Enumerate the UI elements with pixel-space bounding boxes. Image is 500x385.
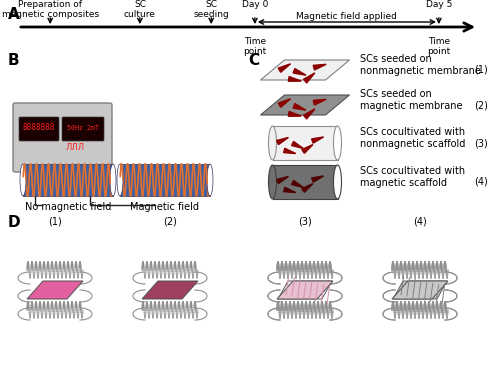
- Text: SCs cocultivated with
nonmagnetic scaffold: SCs cocultivated with nonmagnetic scaffo…: [360, 127, 466, 149]
- Text: (4): (4): [413, 217, 427, 227]
- Polygon shape: [276, 176, 288, 184]
- Polygon shape: [40, 285, 50, 291]
- Text: A: A: [8, 7, 20, 22]
- Polygon shape: [302, 144, 313, 153]
- Text: (1): (1): [48, 217, 62, 227]
- Polygon shape: [392, 281, 448, 299]
- Polygon shape: [260, 60, 350, 80]
- Polygon shape: [154, 285, 165, 291]
- Text: SCs seeded on
magnetic membrane: SCs seeded on magnetic membrane: [360, 89, 462, 111]
- Text: Time
point: Time point: [244, 37, 266, 56]
- Text: No magnetic field: No magnetic field: [25, 202, 111, 212]
- Text: Preparation of
magnetic composites: Preparation of magnetic composites: [2, 0, 99, 19]
- Polygon shape: [292, 181, 304, 187]
- Text: B: B: [8, 53, 20, 68]
- Text: C: C: [248, 53, 259, 68]
- Polygon shape: [420, 289, 430, 293]
- Text: 50Hz 2mT: 50Hz 2mT: [67, 125, 99, 131]
- Polygon shape: [288, 112, 302, 116]
- Polygon shape: [180, 283, 190, 289]
- Text: SC
seeding: SC seeding: [194, 0, 229, 19]
- Polygon shape: [313, 99, 326, 105]
- Polygon shape: [290, 285, 300, 291]
- Text: 8888888: 8888888: [23, 124, 55, 132]
- Polygon shape: [430, 283, 440, 289]
- Polygon shape: [284, 187, 296, 192]
- Polygon shape: [306, 289, 314, 293]
- Polygon shape: [314, 284, 323, 290]
- Polygon shape: [54, 290, 65, 295]
- Polygon shape: [23, 164, 113, 196]
- Polygon shape: [277, 281, 333, 299]
- Polygon shape: [312, 176, 324, 182]
- Polygon shape: [430, 284, 438, 290]
- Text: ЛЛЛ: ЛЛЛ: [66, 143, 84, 152]
- Ellipse shape: [334, 165, 342, 199]
- Text: (3): (3): [298, 217, 312, 227]
- Polygon shape: [304, 109, 315, 119]
- Ellipse shape: [334, 126, 342, 160]
- Text: Magnetic field: Magnetic field: [130, 202, 200, 212]
- Polygon shape: [272, 126, 338, 160]
- Polygon shape: [288, 77, 302, 81]
- Text: Day 5: Day 5: [426, 0, 452, 9]
- Polygon shape: [408, 286, 416, 291]
- Polygon shape: [260, 95, 350, 115]
- Text: (1): (1): [474, 65, 488, 75]
- Ellipse shape: [20, 164, 26, 196]
- Text: D: D: [8, 215, 20, 230]
- Text: (2): (2): [474, 100, 488, 110]
- Polygon shape: [64, 283, 74, 289]
- Polygon shape: [142, 281, 198, 299]
- Text: (4): (4): [474, 177, 488, 187]
- Text: SCs seeded on
nonmagnetic membrane: SCs seeded on nonmagnetic membrane: [360, 54, 481, 76]
- Polygon shape: [420, 290, 430, 295]
- Polygon shape: [278, 64, 290, 72]
- Text: Time
point: Time point: [428, 37, 450, 56]
- FancyBboxPatch shape: [13, 103, 112, 172]
- Ellipse shape: [268, 165, 276, 199]
- Polygon shape: [313, 64, 326, 70]
- Polygon shape: [278, 99, 290, 107]
- Polygon shape: [272, 165, 338, 199]
- Text: SCs cocultivated with
magnetic scaffold: SCs cocultivated with magnetic scaffold: [360, 166, 465, 188]
- FancyBboxPatch shape: [19, 117, 59, 141]
- Text: SC
culture: SC culture: [124, 0, 156, 19]
- Polygon shape: [304, 290, 315, 295]
- Polygon shape: [120, 164, 210, 196]
- Polygon shape: [314, 283, 324, 289]
- Polygon shape: [312, 137, 324, 143]
- Polygon shape: [292, 141, 304, 149]
- Polygon shape: [170, 290, 180, 295]
- Polygon shape: [302, 184, 313, 192]
- Text: Magnetic field applied: Magnetic field applied: [296, 12, 398, 21]
- Polygon shape: [27, 281, 83, 299]
- Polygon shape: [284, 148, 296, 154]
- FancyBboxPatch shape: [62, 117, 104, 141]
- Polygon shape: [278, 281, 332, 299]
- Polygon shape: [304, 73, 315, 83]
- Polygon shape: [292, 286, 301, 291]
- Polygon shape: [393, 281, 447, 299]
- Ellipse shape: [117, 164, 123, 196]
- Polygon shape: [404, 285, 415, 291]
- Text: Day 0: Day 0: [242, 0, 268, 9]
- Ellipse shape: [110, 164, 116, 196]
- Polygon shape: [293, 69, 306, 75]
- Text: (3): (3): [474, 138, 488, 148]
- Text: (2): (2): [163, 217, 177, 227]
- Polygon shape: [276, 137, 288, 145]
- Polygon shape: [293, 104, 306, 110]
- Ellipse shape: [268, 126, 276, 160]
- Ellipse shape: [207, 164, 213, 196]
